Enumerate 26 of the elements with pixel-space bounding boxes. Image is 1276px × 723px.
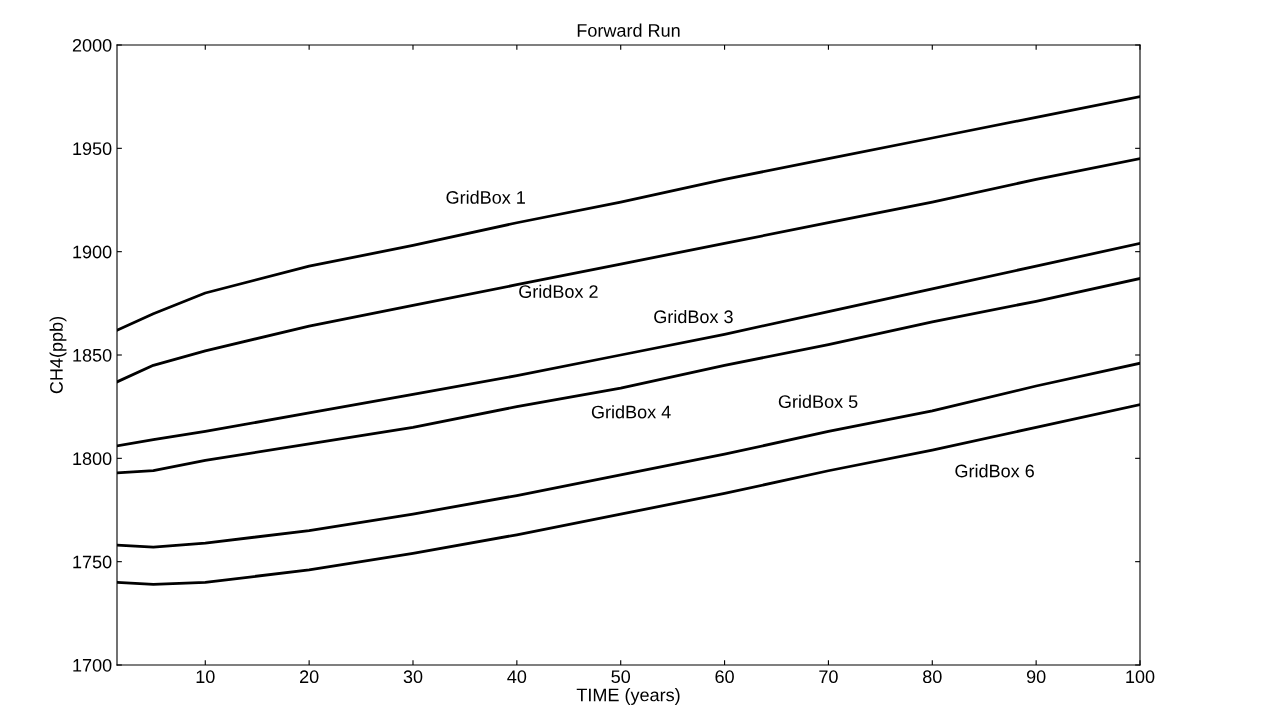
y-tick-label: 1950 [73,142,112,156]
series-label: GridBox 3 [654,309,733,324]
series-label: GridBox 6 [955,464,1034,478]
y-tick-label: 2000 [72,38,112,52]
x-tick-label: 60 [715,670,734,684]
x-tick-label: 70 [819,670,838,684]
y-tick-label: 1900 [73,245,112,259]
x-tick-label: 10 [196,670,215,684]
y-tick-label: 1850 [73,348,112,362]
y-tick-label: 1700 [73,658,112,672]
series-label: GridBox 5 [778,394,858,409]
x-tick-label: 40 [507,670,527,684]
x-tick-label: 20 [300,670,319,684]
y-tick-label: 1800 [73,452,112,466]
x-axis-title: TIME (years) [576,688,680,705]
y-axis-title: CH4(ppb) [49,316,67,394]
x-tick-label: 90 [1026,670,1046,684]
series-label: GridBox 1 [446,190,525,204]
series-label: GridBox 2 [519,284,598,298]
x-tick-label: 30 [403,670,423,684]
x-tick-label: 100 [1126,670,1155,684]
chart-title: Forward Run [577,23,680,37]
y-tick-label: 1750 [73,555,112,569]
series-label: GridBox 4 [591,405,671,419]
x-tick-label: 80 [923,670,942,684]
x-tick-label: 50 [611,670,631,684]
